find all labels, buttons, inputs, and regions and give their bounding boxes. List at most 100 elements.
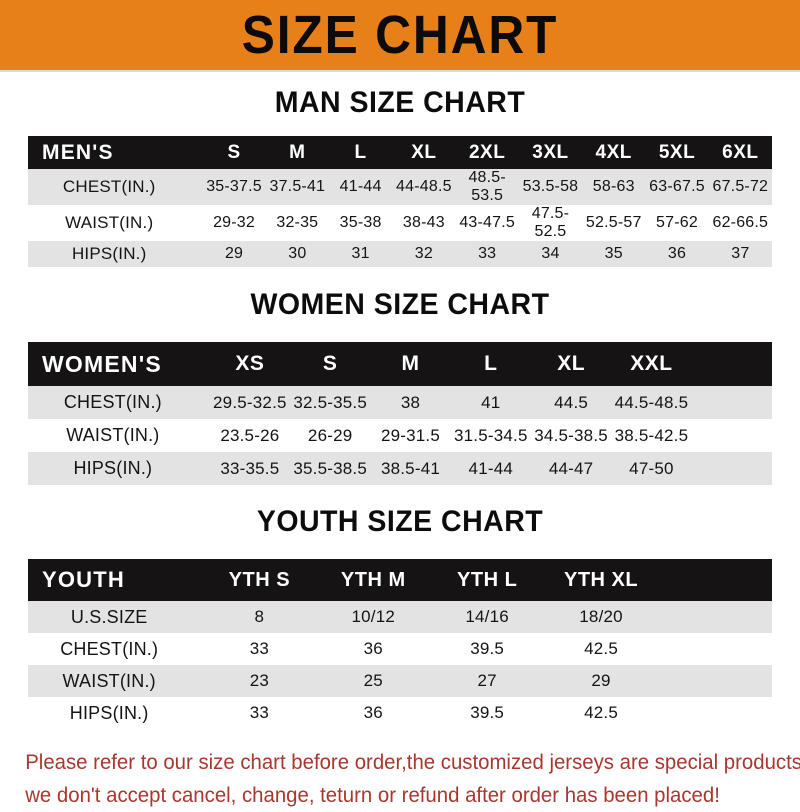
table-cell: 36 [363, 703, 383, 722]
table-cell: 33 [478, 245, 497, 262]
table-cell: 30 [288, 245, 307, 262]
table-cell: 10/12 [351, 607, 396, 626]
page-title: SIZE CHART [241, 5, 559, 65]
men-row-label: HIPS(IN.) [71, 244, 147, 263]
men-corner-label: MEN'S [42, 140, 114, 164]
youth-header-row: YOUTH YTH S YTH M YTH L YTH XL [28, 559, 772, 601]
table-cell: 58-63 [592, 178, 635, 195]
table-cell: 34.5-38.5 [534, 425, 608, 445]
table-cell: 35.5-38.5 [293, 458, 367, 478]
men-header-row: MEN'S S M L XL 2XL 3XL 4XL 5XL 6XL [28, 136, 772, 169]
table-cell: 47-50 [629, 458, 674, 478]
table-cell: 34 [541, 245, 560, 262]
men-row-label: WAIST(IN.) [65, 213, 154, 232]
section-title-men: MAN SIZE CHART [274, 86, 526, 119]
women-size-table: WOMEN'S XS S M L XL XXL CHEST(IN.) 29.5-32.5 32.5… [28, 342, 772, 485]
youth-corner-label: YOUTH [42, 567, 125, 592]
table-cell: 47.5-52.5 [531, 205, 570, 240]
table-cell: 48.5-53.5 [468, 169, 506, 204]
table-cell: 53.5-58 [522, 178, 579, 195]
table-cell [658, 633, 772, 665]
men-row-label: CHEST(IN.) [62, 177, 156, 196]
table-cell: 27 [477, 671, 497, 690]
order-notice-line-1: Please refer to our size chart before or… [25, 751, 800, 774]
men-size-header: 2XL [468, 141, 506, 163]
table-row: HIPS(IN.) 29 30 31 32 33 34 35 36 37 [28, 241, 772, 267]
table-cell: 52.5-57 [585, 214, 642, 231]
size-chart-sheet: MAN SIZE CHART MEN'S S M L XL 2XL 3XL 4XL 5XL 6XL… [0, 86, 800, 812]
youth-row-label: U.S.SIZE [70, 606, 148, 627]
section-title-women: WOMEN SIZE CHART [250, 288, 550, 321]
men-size-header: 6XL [722, 141, 759, 163]
youth-table-body: YOUTH YTH S YTH M YTH L YTH XL U.S.SIZE 8 10/12… [28, 559, 772, 729]
women-size-header: L [484, 352, 498, 375]
table-cell: 57-62 [656, 214, 698, 231]
men-size-header: M [289, 141, 306, 163]
table-cell: 41 [481, 392, 501, 412]
men-size-header: 3XL [532, 141, 569, 163]
table-row: CHEST(IN.) 33 36 39.5 42.5 [28, 633, 772, 665]
youth-size-header: YTH L [457, 568, 518, 591]
table-cell: 36 [363, 639, 383, 658]
youth-size-header [658, 559, 772, 601]
table-cell: 44.5-48.5 [614, 392, 689, 412]
table-cell: 33 [249, 639, 269, 658]
section-men: MAN SIZE CHART MEN'S S M L XL 2XL 3XL 4XL 5XL 6XL… [0, 86, 800, 267]
women-table-body: WOMEN'S XS S M L XL XXL CHEST(IN.) 29.5-32.5 32.5… [28, 342, 772, 485]
table-cell: 44-48.5 [396, 178, 452, 195]
table-cell [658, 697, 772, 729]
table-row: HIPS(IN.) 33-35.5 35.5-38.5 38.5-41 41-44 44-… [28, 452, 772, 485]
youth-size-header: YTH S [228, 568, 291, 591]
table-cell: 25 [363, 671, 383, 690]
table-cell: 29 [224, 245, 244, 262]
table-cell [658, 601, 772, 633]
women-header-row: WOMEN'S XS S M L XL XXL [28, 342, 772, 386]
table-cell: 37 [731, 245, 750, 262]
table-cell: 38-43 [402, 214, 445, 231]
youth-size-header: YTH M [340, 568, 406, 591]
table-cell: 38.5-42.5 [614, 425, 689, 445]
table-cell: 29-32 [213, 214, 255, 231]
youth-size-table: YOUTH YTH S YTH M YTH L YTH XL U.S.SIZE 8 10/12… [28, 559, 772, 729]
youth-row-label: CHEST(IN.) [60, 638, 159, 659]
table-cell: 41-44 [468, 458, 514, 478]
table-cell: 31 [351, 245, 370, 262]
table-cell: 29.5-32.5 [213, 392, 287, 412]
men-size-header: L [354, 141, 367, 163]
table-cell: 32 [414, 245, 433, 262]
table-cell: 36 [667, 245, 687, 262]
women-row-label: CHEST(IN.) [63, 392, 162, 412]
table-cell: 62-66.5 [712, 214, 769, 231]
table-cell: 8 [254, 607, 265, 626]
table-cell [692, 419, 772, 452]
table-cell: 26-29 [307, 425, 353, 445]
table-row: WAIST(IN.) 29-32 32-35 35-38 38-43 43-47.5 47.… [28, 205, 772, 241]
youth-row-label: WAIST(IN.) [62, 670, 156, 691]
table-cell: 43-47.5 [459, 214, 515, 231]
section-youth: YOUTH SIZE CHART YOUTH YTH S YTH M YTH L YTH… [0, 505, 800, 729]
table-cell: 38 [400, 392, 421, 412]
order-notice: Please refer to our size chart before or… [0, 747, 800, 812]
table-cell: 29 [591, 671, 611, 690]
table-cell: 44-47 [548, 458, 594, 478]
table-row: WAIST(IN.) 23.5-26 26-29 29-31.5 31.5-34.5 34… [28, 419, 772, 452]
table-cell: 23.5-26 [220, 425, 280, 445]
table-row: CHEST(IN.) 35-37.5 37.5-41 41-44 44-48.5 48.5… [28, 169, 772, 205]
men-size-header: XL [411, 141, 437, 163]
table-cell: 32.5-35.5 [293, 392, 367, 412]
table-cell: 33 [249, 703, 269, 722]
men-size-header: 5XL [658, 141, 696, 163]
women-size-header: XL [557, 352, 586, 375]
table-row: WAIST(IN.) 23 25 27 29 [28, 665, 772, 697]
table-cell: 67.5-72 [712, 178, 769, 195]
women-size-header [692, 342, 772, 386]
men-size-header: S [227, 141, 241, 163]
table-row: U.S.SIZE 8 10/12 14/16 18/20 [28, 601, 772, 633]
table-cell: 18/20 [579, 607, 623, 626]
table-cell: 63-67.5 [649, 178, 705, 195]
table-cell [692, 386, 772, 419]
youth-row-label: HIPS(IN.) [69, 702, 149, 723]
table-cell: 23 [249, 671, 269, 690]
table-cell: 42.5 [584, 639, 618, 658]
men-table-body: MEN'S S M L XL 2XL 3XL 4XL 5XL 6XL CHEST(IN.) 35-37… [28, 136, 772, 267]
